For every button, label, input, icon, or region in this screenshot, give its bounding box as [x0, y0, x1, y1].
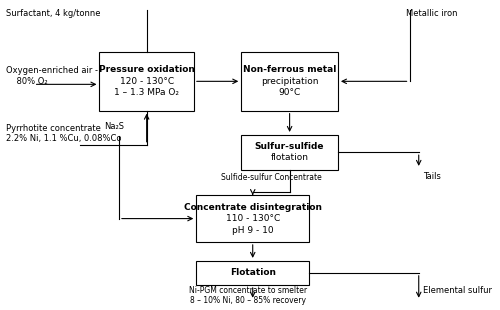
Text: Flotation: Flotation — [230, 268, 276, 277]
FancyBboxPatch shape — [196, 261, 309, 285]
Text: Concentrate disintegration: Concentrate disintegration — [184, 203, 322, 212]
Text: Pyrrhotite concentrate
2.2% Ni, 1.1 %Cu, 0.08%Co: Pyrrhotite concentrate 2.2% Ni, 1.1 %Cu,… — [6, 124, 121, 143]
Text: 110 - 130°C: 110 - 130°C — [226, 214, 280, 223]
FancyBboxPatch shape — [241, 135, 338, 170]
Text: Sulfide-sulfur Concentrate: Sulfide-sulfur Concentrate — [221, 173, 322, 182]
Text: Ni-PGM concentrate to smelter
8 – 10% Ni, 80 – 85% recovery: Ni-PGM concentrate to smelter 8 – 10% Ni… — [189, 286, 307, 305]
Text: Non-ferrous metal: Non-ferrous metal — [243, 65, 336, 74]
Text: 1 – 1.3 MPa O₂: 1 – 1.3 MPa O₂ — [114, 88, 179, 97]
Text: pH 9 - 10: pH 9 - 10 — [232, 226, 274, 235]
Text: Pressure oxidation: Pressure oxidation — [98, 65, 194, 74]
Text: Surfactant, 4 kg/tonne: Surfactant, 4 kg/tonne — [6, 9, 100, 18]
Text: 90°C: 90°C — [278, 88, 300, 97]
Text: Elemental sulfur: Elemental sulfur — [424, 286, 492, 294]
Text: Na₂S: Na₂S — [104, 122, 124, 131]
Text: Tails: Tails — [424, 172, 441, 181]
FancyBboxPatch shape — [241, 52, 338, 111]
Text: precipitation: precipitation — [261, 77, 318, 86]
FancyBboxPatch shape — [100, 52, 194, 111]
Text: 120 - 130°C: 120 - 130°C — [120, 77, 174, 86]
Text: flotation: flotation — [270, 153, 308, 162]
Text: Oxygen-enriched air -
    80% O₂: Oxygen-enriched air - 80% O₂ — [6, 66, 98, 86]
Text: Sulfur-sulfide: Sulfur-sulfide — [255, 142, 324, 151]
FancyBboxPatch shape — [196, 195, 309, 242]
Text: Metallic iron: Metallic iron — [406, 9, 458, 18]
